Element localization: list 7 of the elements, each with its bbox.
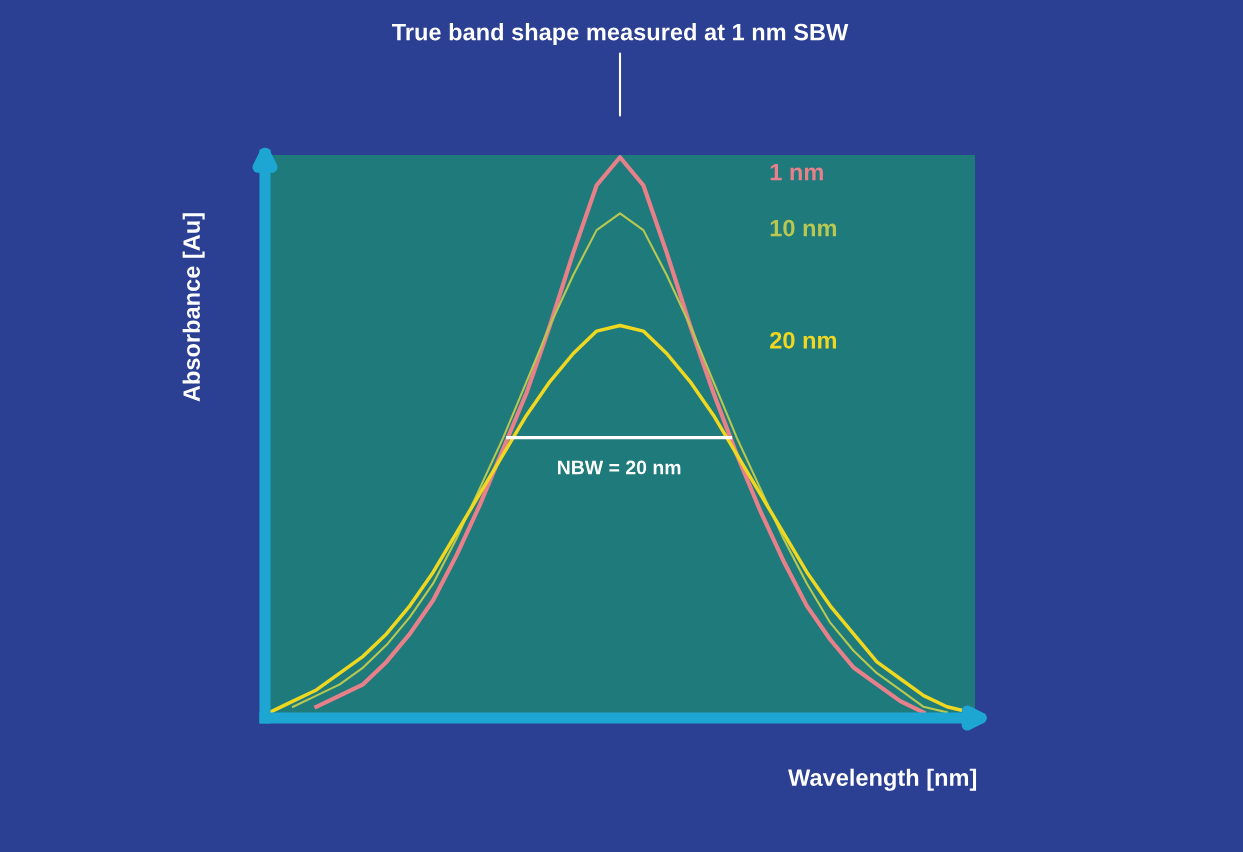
text: 1 nm <box>770 163 823 181</box>
x-axis-title: Wavelength [nm] <box>788 768 977 791</box>
annotation: NBW = 20 nm <box>558 460 681 475</box>
chart-title: True band shape measured at 1 nm SBW <box>391 23 849 46</box>
text: 10 nm <box>770 219 837 237</box>
text: 20 nm <box>770 331 837 349</box>
y-axis-title: Absorbance [Au] <box>182 213 205 402</box>
